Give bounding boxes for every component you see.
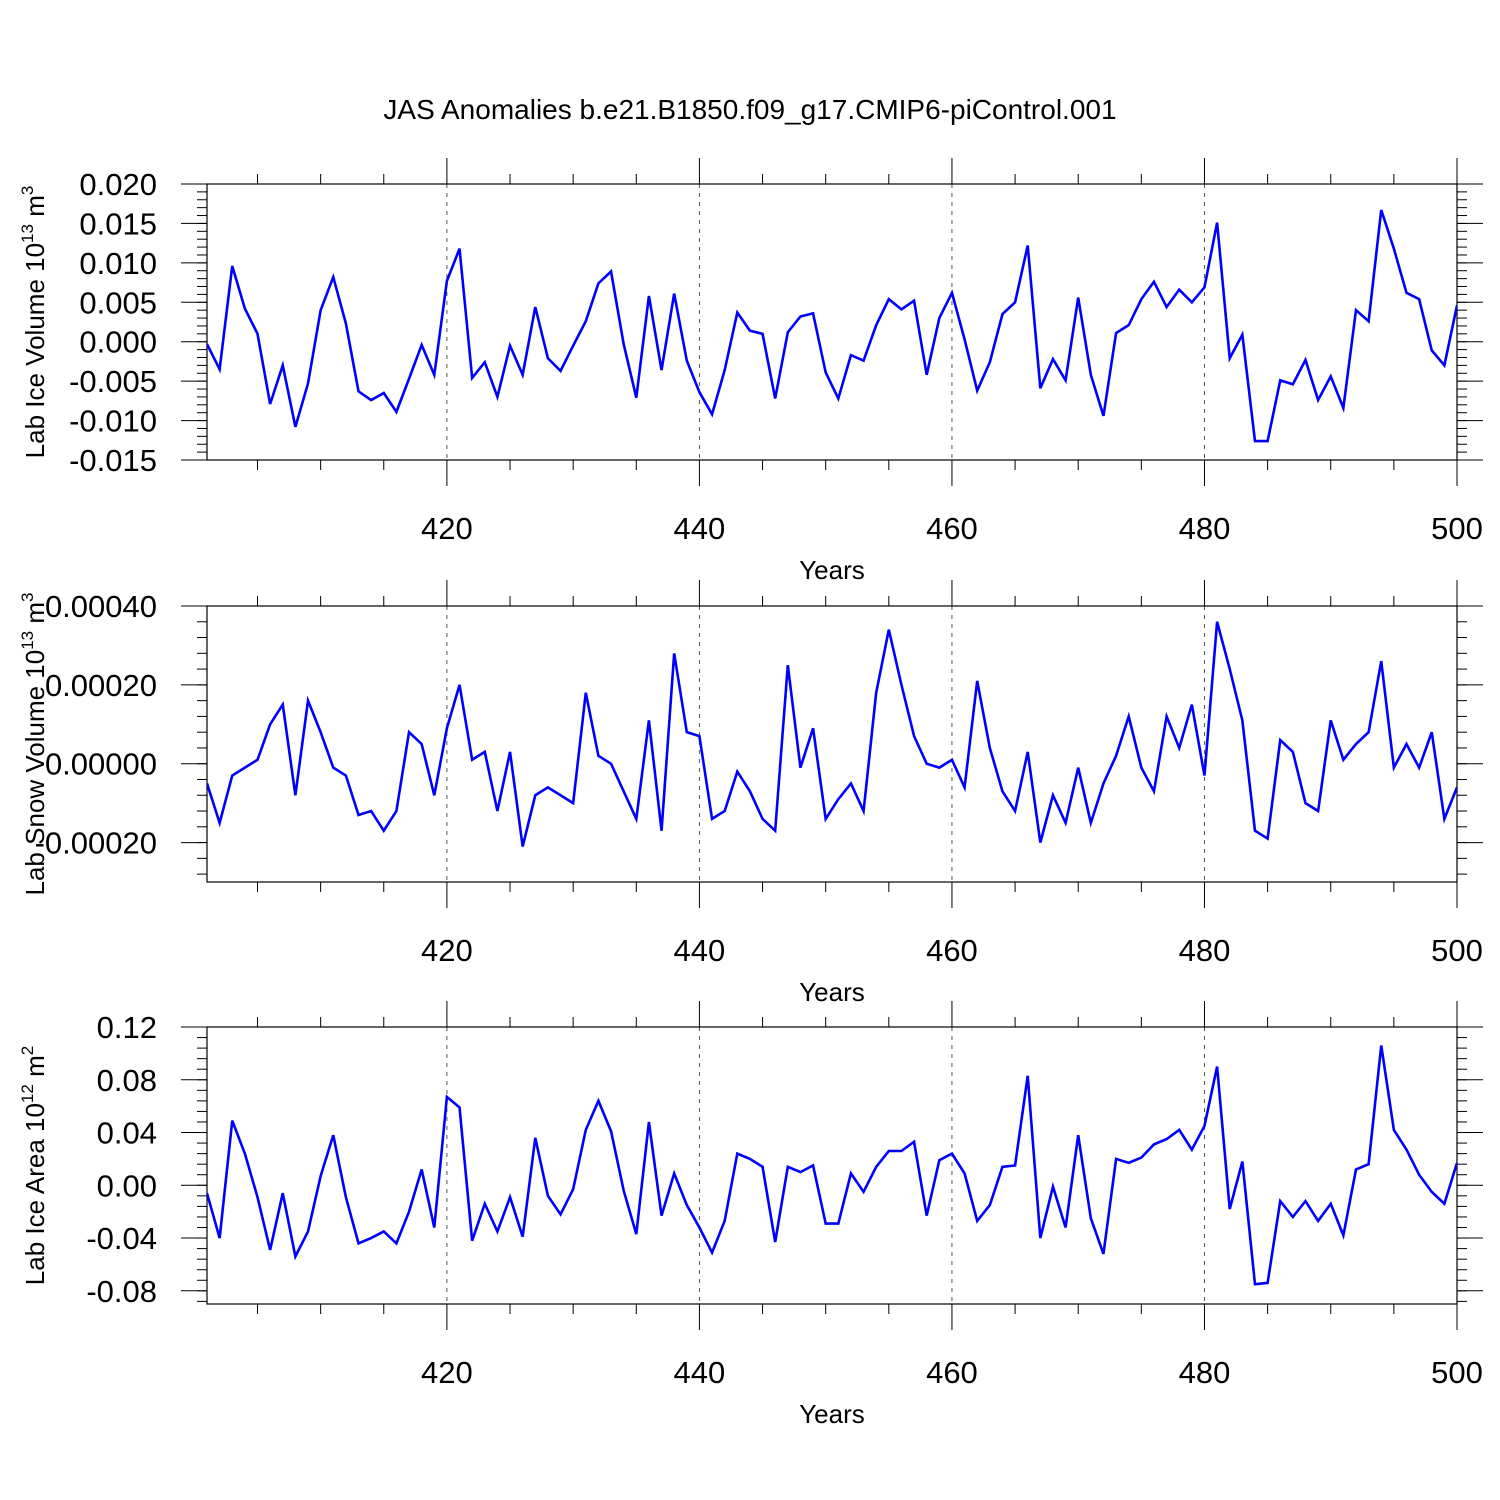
y-tick-label: -0.015: [69, 443, 157, 478]
y-tick-label: 0.08: [97, 1063, 157, 1098]
x-tick-label: 420: [421, 933, 473, 968]
x-tick-label: 500: [1431, 511, 1483, 546]
x-tick-label: 500: [1431, 933, 1483, 968]
figure-title: JAS Anomalies b.e21.B1850.f09_g17.CMIP6-…: [383, 94, 1117, 125]
x-tick-label: 440: [674, 511, 726, 546]
x-tick-label: 460: [926, 1355, 978, 1390]
y-tick-label: 0.020: [79, 167, 157, 202]
y-tick-label: -0.010: [69, 404, 157, 439]
x-tick-label: 480: [1179, 1355, 1231, 1390]
y-axis-title: Lab Ice Area 1012 m2: [18, 1046, 50, 1285]
series-line: [207, 209, 1457, 443]
y-tick-label: 0.04: [97, 1116, 157, 1151]
plot-frame: [206, 605, 1458, 883]
x-tick-label: 480: [1179, 933, 1231, 968]
y-axis-title: Lab Ice Volume 1013 m3: [18, 186, 50, 459]
x-axis-title: Years: [799, 1399, 865, 1429]
y-tick-label: 0.00020: [45, 668, 157, 703]
y-tick-label: 0.00000: [45, 747, 157, 782]
x-axis-title: Years: [799, 555, 865, 585]
series-line: [207, 1045, 1457, 1286]
panel-ice-area: -0.08 -0.04 0.00 0.04 0.08 0.12 420 440 460 480 50…: [18, 1001, 1483, 1429]
y-tick-label: 0.000: [79, 325, 157, 360]
x-tick-label: 420: [421, 511, 473, 546]
x-tick-label: 480: [1179, 511, 1231, 546]
plot-frame: [206, 183, 1458, 461]
y-tick-label: 0.12: [97, 1010, 157, 1045]
series-line: [207, 621, 1457, 847]
x-tick-label: 500: [1431, 1355, 1483, 1390]
y-tick-label: 0.015: [79, 206, 157, 241]
y-tick-label: 0.00040: [45, 589, 157, 624]
x-tick-label: 420: [421, 1355, 473, 1390]
panel-snow-volume: -0.00020 0.00000 0.00020 0.00040 420 440 460 48…: [18, 580, 1483, 1007]
x-tick-label: 440: [674, 933, 726, 968]
y-tick-label: -0.005: [69, 364, 157, 399]
y-tick-label: -0.08: [86, 1274, 157, 1309]
y-tick-label: 0.00: [97, 1168, 157, 1203]
panel-ice-volume: -0.015 -0.010 -0.005 0.000 0.005 0.010 0.015 0.…: [18, 158, 1483, 585]
y-tick-label: 0.010: [79, 246, 157, 281]
y-tick-label: -0.00020: [35, 826, 157, 861]
y-tick-label: 0.005: [79, 285, 157, 320]
x-axis-title: Years: [799, 977, 865, 1007]
y-axis-title: Lab Snow Volume 1013 m3: [18, 592, 50, 895]
x-tick-label: 460: [926, 511, 978, 546]
x-tick-label: 460: [926, 933, 978, 968]
x-tick-label: 440: [674, 1355, 726, 1390]
y-tick-label: -0.04: [86, 1221, 157, 1256]
